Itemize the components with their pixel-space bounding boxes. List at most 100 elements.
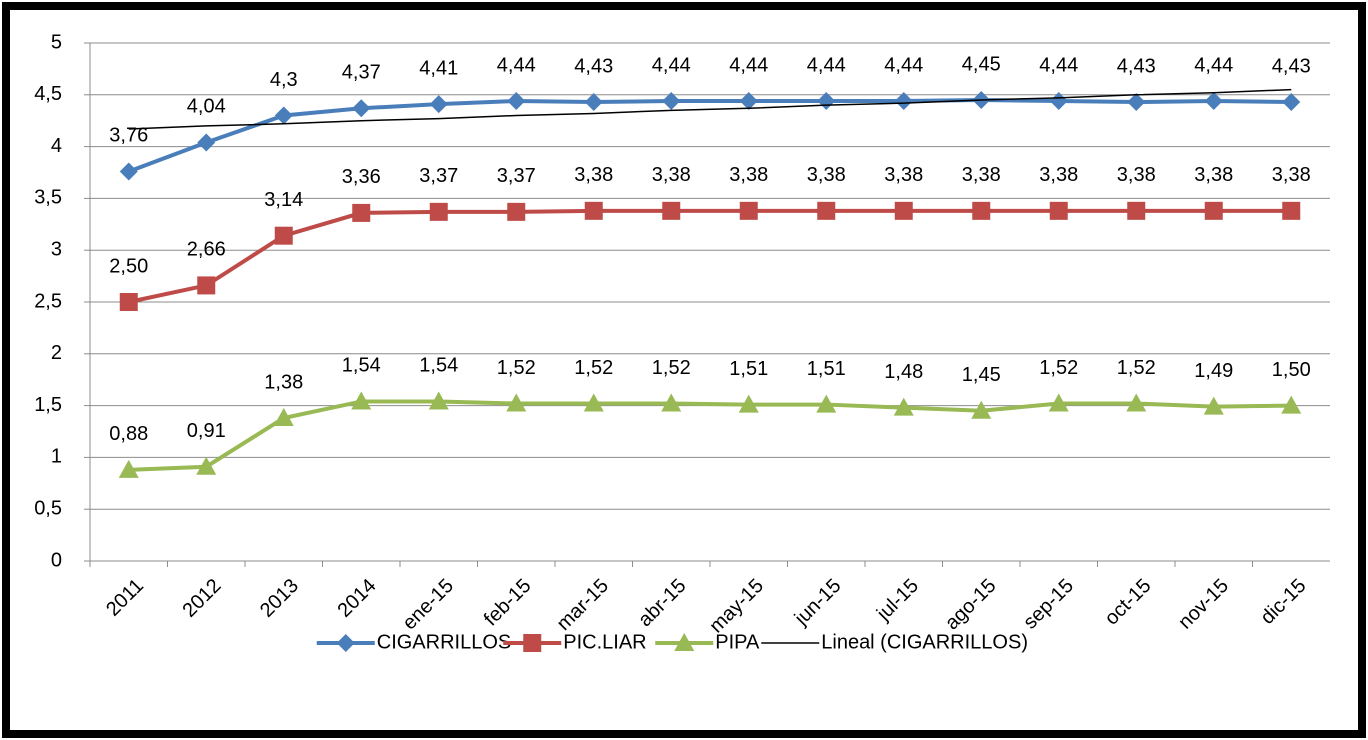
data-label: 1,51 <box>729 358 768 380</box>
data-label: 3,38 <box>652 164 691 186</box>
point <box>894 92 913 111</box>
y-tick-label: 0,5 <box>34 497 62 519</box>
data-label: 3,38 <box>962 164 1001 186</box>
point <box>816 394 837 413</box>
point <box>274 106 293 125</box>
data-label: 3,37 <box>419 165 458 187</box>
y-tick-label: 4 <box>51 135 62 157</box>
point <box>1127 93 1146 112</box>
data-label: 3,38 <box>1272 164 1311 186</box>
data-label: 4,44 <box>1039 54 1078 76</box>
point <box>119 293 138 311</box>
data-label: 0,88 <box>109 423 148 445</box>
data-label: 1,52 <box>652 357 691 379</box>
y-tick-label: 1,5 <box>34 394 62 416</box>
legend-marker <box>523 634 542 652</box>
data-label: 4,04 <box>187 96 226 118</box>
data-label: 4,43 <box>1117 55 1156 77</box>
data-label: 1,54 <box>342 355 381 377</box>
data-label: 4,44 <box>652 54 691 76</box>
point <box>1126 393 1147 412</box>
legend-label: Lineal (CIGARRILLOS) <box>821 631 1028 653</box>
data-label: 2,66 <box>187 239 226 261</box>
point <box>1127 201 1146 220</box>
point <box>1048 393 1069 412</box>
point <box>197 276 216 295</box>
y-tick-label: 2,5 <box>34 290 62 312</box>
point <box>739 201 758 220</box>
point <box>506 393 527 412</box>
data-label: 1,48 <box>884 361 923 383</box>
data-label: 2,50 <box>109 255 148 277</box>
point <box>1049 201 1068 220</box>
data-label: 0,91 <box>187 420 226 442</box>
point <box>893 397 914 416</box>
legend-marker <box>336 634 355 652</box>
legend-label: PIC.LIAR <box>563 631 646 653</box>
point <box>662 201 681 220</box>
series-line <box>128 208 1292 304</box>
y-tick-label: 5 <box>51 31 62 53</box>
data-label: 4,43 <box>1272 55 1311 77</box>
point <box>352 203 371 222</box>
data-label: 4,44 <box>497 54 536 76</box>
data-label: 4,44 <box>884 54 923 76</box>
data-label: 1,52 <box>497 357 536 379</box>
data-label: 1,45 <box>962 364 1001 386</box>
data-label: 3,76 <box>109 125 148 147</box>
trend-line <box>128 88 1292 130</box>
data-label: 4,45 <box>962 53 1001 75</box>
data-label: 4,43 <box>574 55 613 77</box>
point <box>273 408 294 427</box>
data-label: 4,44 <box>1194 54 1233 76</box>
point <box>817 201 836 220</box>
point <box>351 391 372 410</box>
data-label: 3,38 <box>1117 164 1156 186</box>
y-tick-label: 0 <box>51 549 62 571</box>
data-label: 1,51 <box>807 358 846 380</box>
data-label: 3,38 <box>574 164 613 186</box>
data-label: 1,50 <box>1272 359 1311 381</box>
data-label: 4,41 <box>419 57 458 79</box>
point <box>1282 201 1301 220</box>
point <box>119 162 138 181</box>
point <box>1282 93 1301 112</box>
point <box>118 459 139 478</box>
y-tick-label: 3,5 <box>34 187 62 209</box>
point <box>507 202 526 221</box>
data-label: 4,44 <box>729 54 768 76</box>
point <box>507 92 526 111</box>
point <box>584 201 603 220</box>
point <box>352 99 371 118</box>
series-line <box>128 399 1292 472</box>
data-label: 3,38 <box>1194 164 1233 186</box>
point <box>971 400 992 419</box>
y-tick-label: 1 <box>51 446 62 468</box>
point <box>972 201 991 220</box>
data-label: 3,38 <box>1039 164 1078 186</box>
legend-label: CIGARRILLOS <box>377 631 511 653</box>
data-label: 4,37 <box>342 62 381 84</box>
legend-marker <box>674 633 695 651</box>
point <box>1204 92 1223 111</box>
point <box>739 92 758 111</box>
data-label: 1,52 <box>1117 357 1156 379</box>
data-label: 4,3 <box>270 69 298 91</box>
point <box>1204 201 1223 220</box>
data-label: 3,37 <box>497 165 536 187</box>
data-label: 1,52 <box>1039 357 1078 379</box>
point <box>583 393 604 412</box>
point <box>894 201 913 220</box>
data-label: 4,44 <box>807 54 846 76</box>
point <box>662 92 681 111</box>
legend-label: PIPA <box>715 631 760 653</box>
data-label: 3,36 <box>342 166 381 188</box>
point <box>274 226 293 245</box>
y-tick-label: 3 <box>51 238 62 260</box>
point <box>196 456 217 475</box>
point <box>738 394 759 413</box>
data-label: 3,38 <box>884 164 923 186</box>
